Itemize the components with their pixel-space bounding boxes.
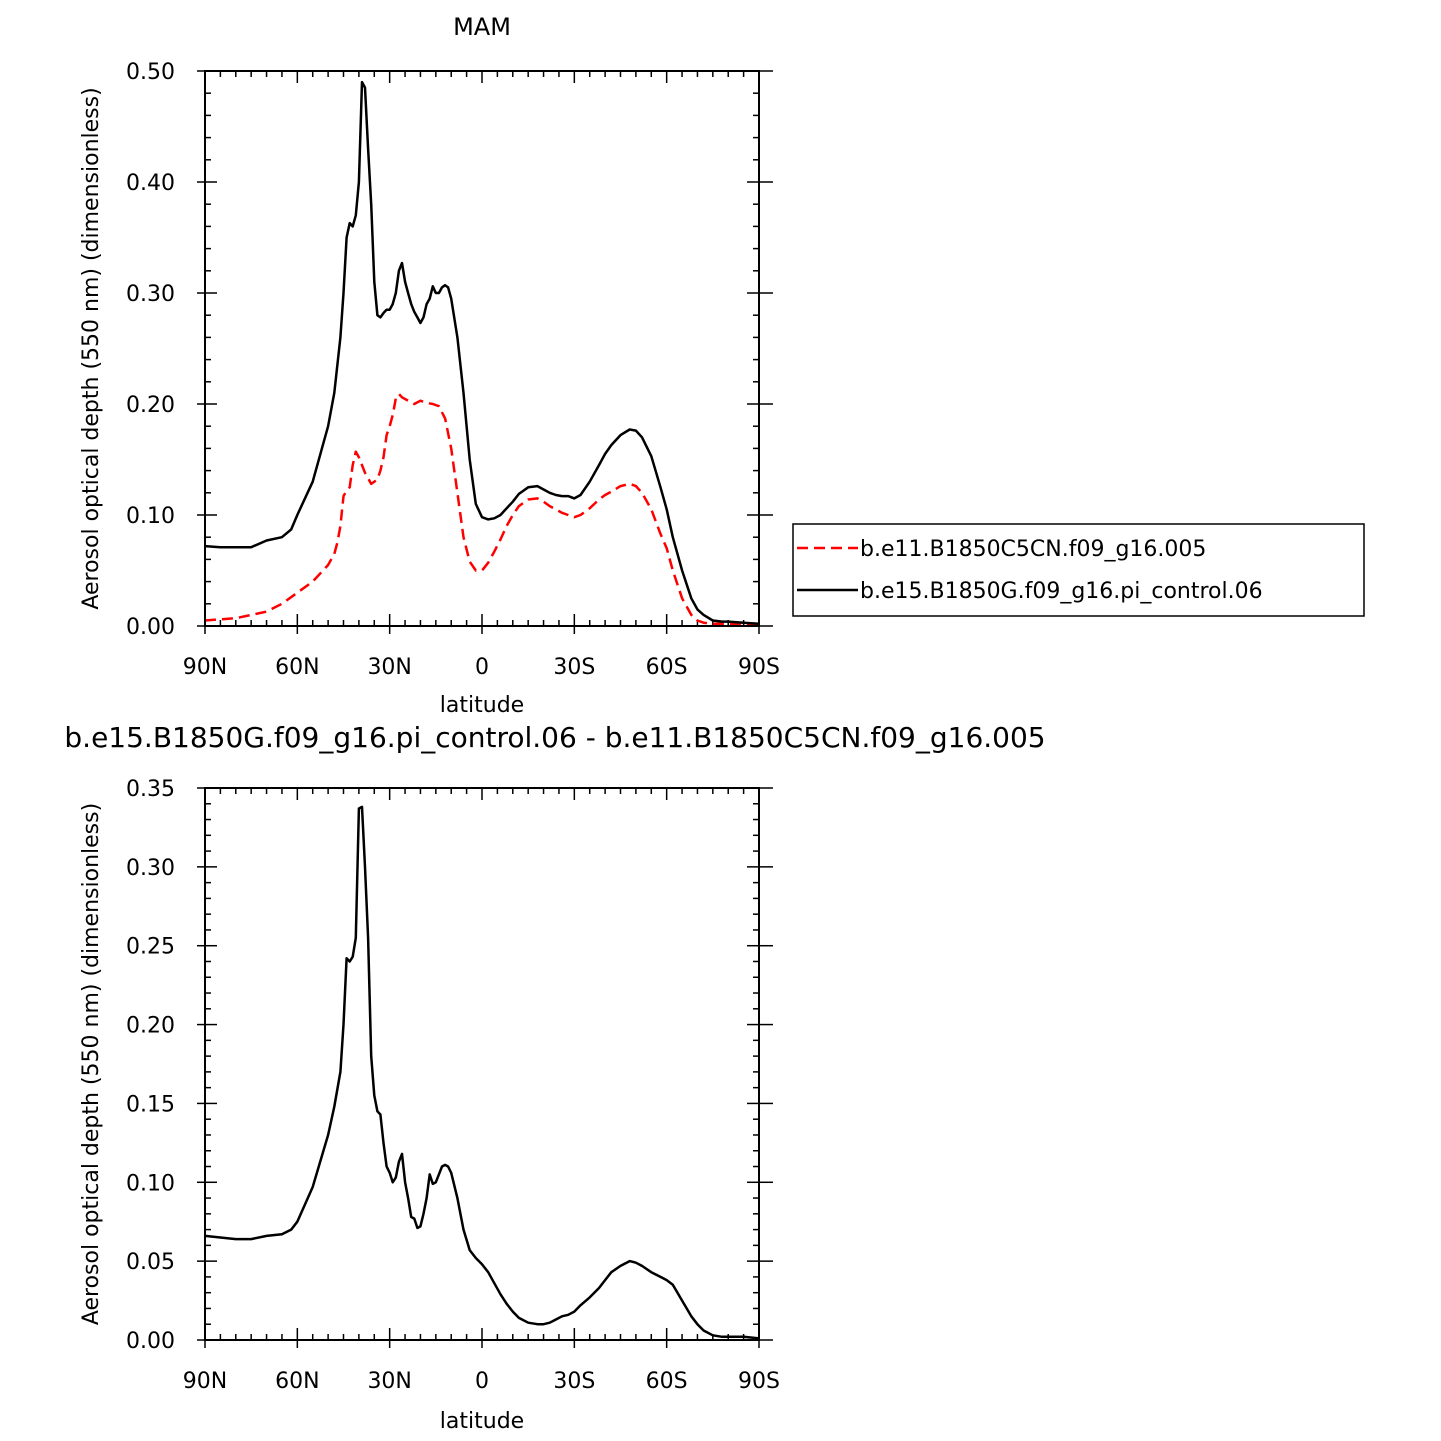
x-tick-label: 30S	[553, 1369, 595, 1394]
bottom-panel-x-tick-labels: 90N 60N 30N 0 30S 60S 90S	[183, 1369, 780, 1394]
legend-label-series-1: b.e11.B1850C5CN.f09_g16.005	[860, 537, 1206, 562]
x-tick-label: 30N	[367, 1369, 411, 1394]
y-tick-label: 0.20	[126, 1014, 175, 1039]
top-panel-series	[204, 80, 760, 627]
y-tick-label: 0.30	[126, 282, 175, 307]
x-tick-label: 60S	[646, 1369, 688, 1394]
bottom-panel-y-tick-labels: 0.00 0.05 0.10 0.15 0.20 0.25 0.30 0.35	[126, 777, 175, 1354]
x-tick-label: 0	[475, 1369, 489, 1394]
y-tick-label: 0.10	[126, 1171, 175, 1196]
series-line-1	[204, 805, 760, 1340]
x-tick-label: 90N	[183, 655, 227, 680]
y-tick-label: 0.30	[126, 856, 175, 881]
top-panel-title: MAM	[453, 13, 511, 41]
bottom-panel-series	[204, 805, 760, 1340]
series-line-1	[204, 392, 759, 627]
y-tick-label: 0.50	[126, 60, 175, 85]
y-tick-label: 0.25	[126, 935, 175, 960]
y-tick-label: 0.20	[126, 393, 175, 418]
x-tick-label: 30N	[367, 655, 411, 680]
x-tick-label: 0	[475, 655, 489, 680]
x-tick-label: 90N	[183, 1369, 227, 1394]
legend-label-series-2: b.e15.B1850G.f09_g16.pi_control.06	[860, 579, 1263, 604]
x-tick-label: 60S	[646, 655, 688, 680]
x-tick-label: 90S	[738, 655, 780, 680]
top-panel-x-tick-labels: 90N 60N 30N 0 30S 60S 90S	[183, 655, 780, 680]
series-line-2	[204, 80, 760, 626]
top-panel: MAM 90N 60N 30N 0 30S 60S 90S 0.00 0.10 0.20 0.30…	[79, 13, 780, 718]
y-tick-label: 0.05	[126, 1250, 175, 1275]
x-tick-label: 60N	[275, 1369, 319, 1394]
x-tick-label: 60N	[275, 655, 319, 680]
y-tick-label: 0.00	[126, 615, 175, 640]
bottom-panel: b.e15.B1850G.f09_g16.pi_control.06 - b.e…	[64, 721, 1045, 1434]
bottom-panel-frame	[204, 787, 760, 1341]
y-tick-label: 0.10	[126, 504, 175, 529]
top-panel-y-axis-label: Aerosol optical depth (550 nm) (dimensio…	[79, 87, 104, 609]
y-tick-label: 0.35	[126, 777, 175, 802]
top-panel-x-axis-label: latitude	[440, 693, 524, 718]
bottom-panel-title: b.e15.B1850G.f09_g16.pi_control.06 - b.e…	[64, 721, 1045, 754]
legend-box	[792, 523, 1365, 617]
y-tick-label: 0.15	[126, 1092, 175, 1117]
legend: b.e11.B1850C5CN.f09_g16.005 b.e15.B1850G…	[792, 523, 1365, 617]
top-panel-y-tick-labels: 0.00 0.10 0.20 0.30 0.40 0.50	[126, 60, 175, 640]
top-panel-frame	[204, 70, 760, 627]
x-tick-label: 30S	[553, 655, 595, 680]
y-tick-label: 0.00	[126, 1329, 175, 1354]
y-tick-label: 0.40	[126, 171, 175, 196]
bottom-panel-y-axis-label: Aerosol optical depth (550 nm) (dimensio…	[79, 803, 104, 1325]
x-tick-label: 90S	[738, 1369, 780, 1394]
bottom-panel-x-axis-label: latitude	[440, 1409, 524, 1434]
